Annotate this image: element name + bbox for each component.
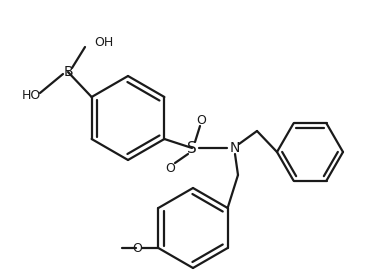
Text: O: O xyxy=(196,113,206,126)
Text: HO: HO xyxy=(22,88,41,101)
Text: S: S xyxy=(187,140,197,155)
Text: B: B xyxy=(63,65,73,79)
Text: O: O xyxy=(165,162,175,175)
Text: N: N xyxy=(230,141,240,155)
Text: OH: OH xyxy=(94,36,113,48)
Text: O: O xyxy=(132,242,142,254)
